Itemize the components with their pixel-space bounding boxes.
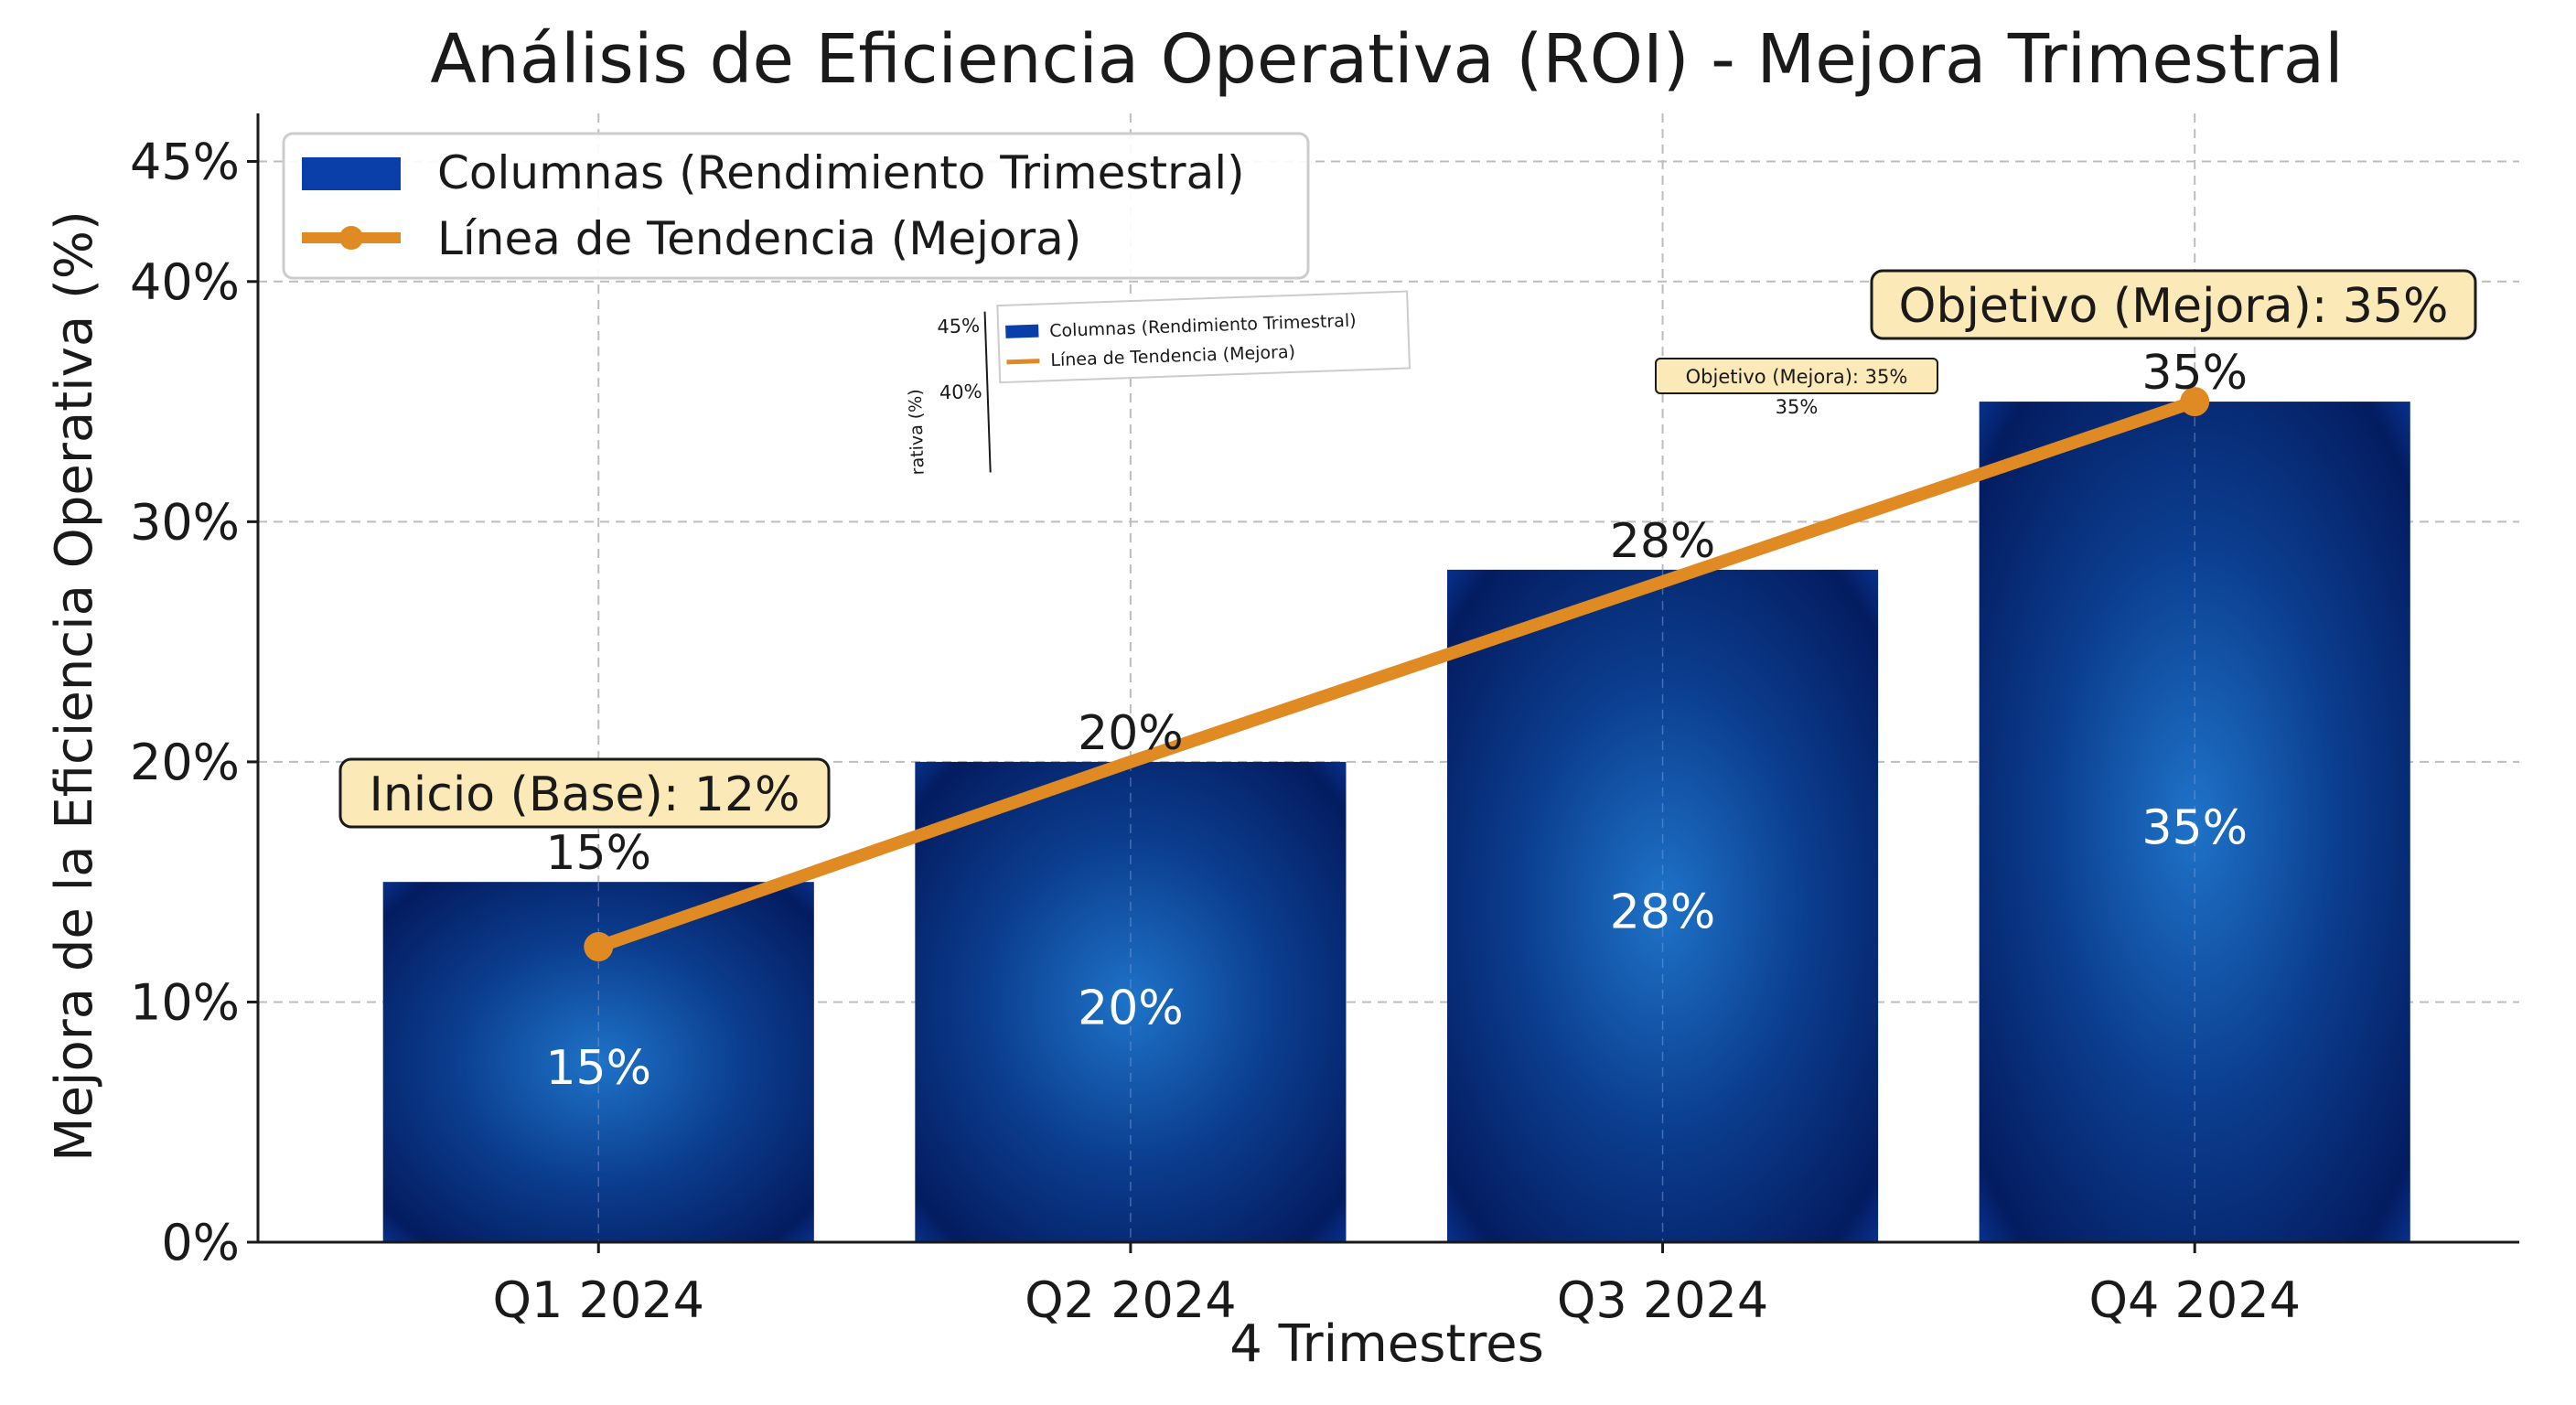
y-tick-label: 30% [130, 493, 240, 551]
bar-value-label: 35% [2141, 346, 2248, 401]
inset-ylabel: rativa (%) [905, 389, 928, 476]
annotation-start-text: Inicio (Base): 12% [370, 767, 800, 822]
x-tick-label: Q3 2024 [1557, 1271, 1768, 1329]
y-tick-label: 0% [161, 1214, 240, 1271]
inset-swatch-bars [1005, 324, 1039, 338]
inset-tick-45: 45% [937, 315, 980, 338]
value-labels: 15% 15% 20% 20% 28% 28% 35% 35% [545, 346, 2248, 1096]
bar-inner-label: 35% [2141, 801, 2248, 856]
legend-marker [339, 226, 363, 250]
y-tick-label: 10% [130, 973, 240, 1031]
bars [382, 402, 2410, 1242]
legend-box [282, 132, 1310, 280]
x-tick-label: Q4 2024 [2088, 1271, 2300, 1329]
trend-line [592, 395, 2202, 954]
y-tick-label: 45% [130, 134, 240, 191]
annotation-target: Objetivo (Mejora): 35% [1870, 269, 2477, 340]
x-axis-label: 4 Trimestres [1229, 1314, 1544, 1374]
inset-annotation-value: 35% [1776, 396, 1819, 418]
annotation-start: Inicio (Base): 12% [338, 757, 831, 829]
trend-line-group [584, 387, 2210, 962]
legend-label-bars: Columnas (Rendimiento Trimestral) [437, 146, 1245, 199]
annotation-target-box [1870, 269, 2477, 340]
bar-value-label: 20% [1078, 706, 1184, 761]
x-ticks: Q1 2024 Q2 2024 Q3 2024 Q4 2024 [493, 1242, 2301, 1329]
y-ticks: 0% 10% 20% 30% 40% 45% [130, 134, 258, 1271]
x-tick-label: Q2 2024 [1025, 1271, 1236, 1329]
inset-annotation: Objetivo (Mejora): 35% 35% [1655, 358, 1938, 418]
inset-annotation-text: Objetivo (Mejora): 35% [1686, 366, 1908, 388]
inset-legend-box [996, 290, 1411, 384]
trend-marker [584, 932, 614, 962]
chart-title: Análisis de Eficiencia Operativa (ROI) -… [430, 20, 2343, 99]
legend: Columnas (Rendimiento Trimestral) Línea … [282, 132, 1310, 280]
legend-swatch-bars [302, 157, 401, 190]
annotation-target-text: Objetivo (Mejora): 35% [1899, 279, 2449, 334]
inset-annotation-box [1655, 358, 1938, 394]
x-tick-label: Q1 2024 [493, 1271, 704, 1329]
inset-axis [983, 311, 992, 473]
y-tick-label: 40% [130, 253, 240, 311]
inset-swatch-line [1006, 359, 1040, 365]
annotation-start-box [338, 757, 831, 829]
bar-value-label: 15% [545, 826, 651, 881]
inset-tick-40: 40% [939, 381, 982, 404]
bar-inner-label: 15% [545, 1041, 651, 1096]
y-axis-label: Mejora de la Eficiencia Operativa (%) [45, 210, 104, 1162]
bar-value-label: 28% [1610, 514, 1716, 569]
trend-marker [2180, 387, 2210, 417]
bar-inner-label: 28% [1610, 885, 1716, 939]
legend-label-line: Línea de Tendencia (Mejora) [437, 212, 1081, 265]
inset-artifact: 45% 40% rativa (%) Columnas (Rendimiento… [905, 290, 1411, 476]
bar-inner-label: 20% [1078, 981, 1184, 1035]
y-tick-label: 20% [130, 734, 240, 791]
